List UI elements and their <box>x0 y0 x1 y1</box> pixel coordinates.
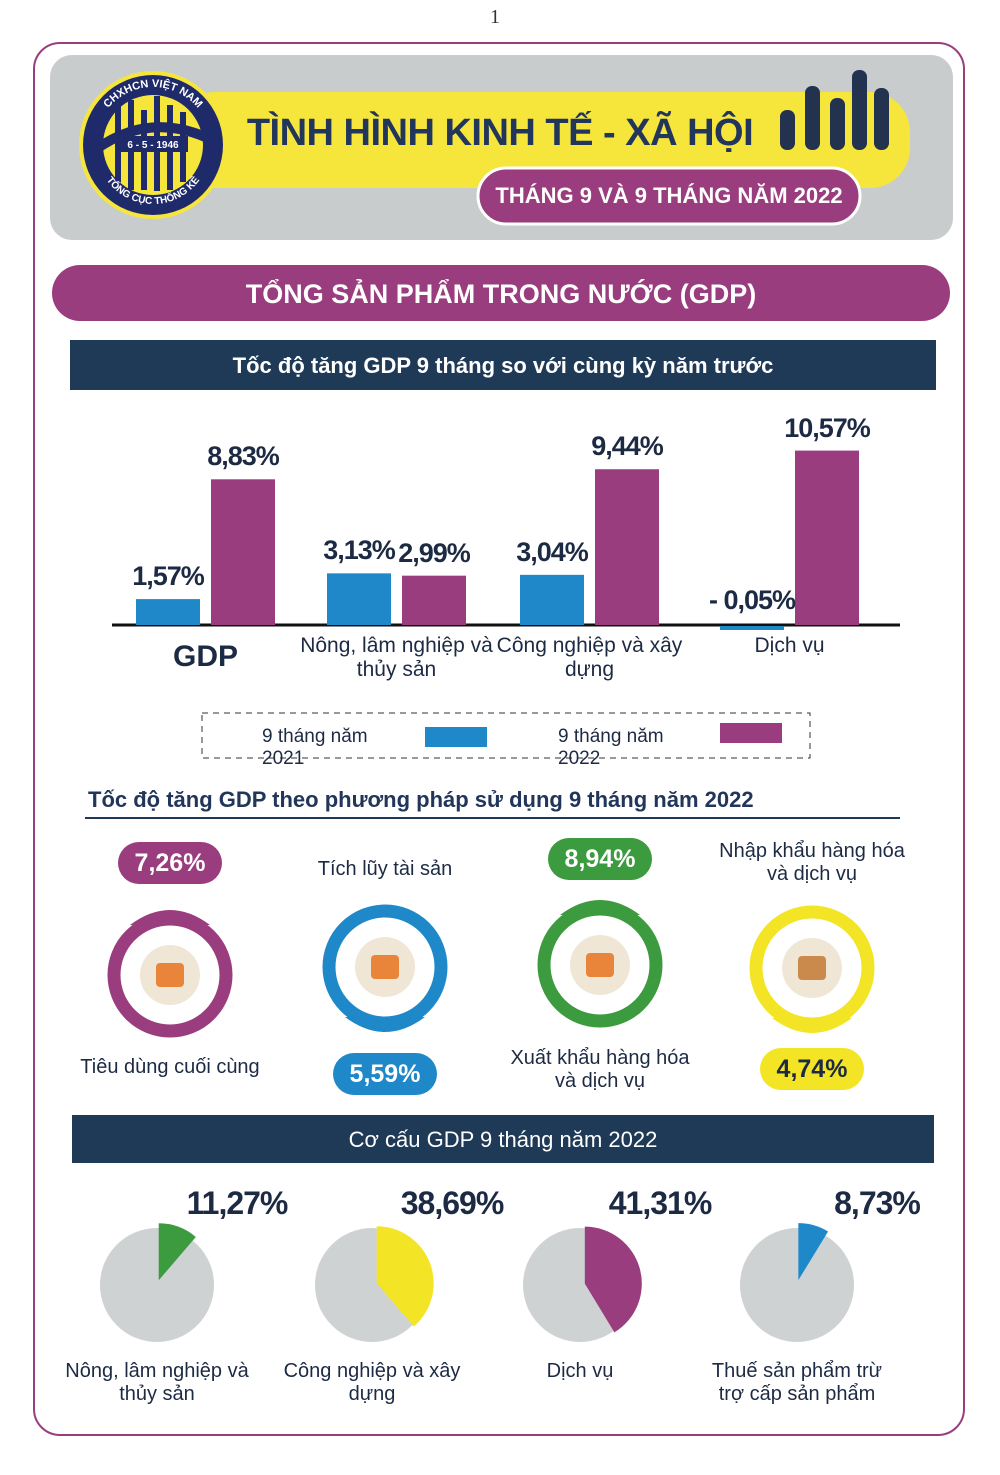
value-pill: 8,94% <box>548 838 652 880</box>
bar <box>595 469 659 625</box>
bar <box>327 573 391 625</box>
logo-date-bg <box>118 136 188 152</box>
legend-swatch <box>425 727 487 747</box>
category-label: Dịch vụ <box>754 634 825 657</box>
bar <box>136 599 200 625</box>
value-pill: 7,26% <box>118 842 222 884</box>
indicator-label: Tiêu dùng cuối cùng <box>80 1056 260 1078</box>
title: TÌNH HÌNH KINH TẾ - XÃ HỘI <box>246 112 754 154</box>
value-label: 8,83% <box>207 441 280 472</box>
category-label: Nông, lâm nghiệp và thủy sản <box>300 634 493 682</box>
value-label: 10,57% <box>784 412 871 443</box>
bar <box>720 626 784 630</box>
icon <box>586 953 614 977</box>
value-pill: 5,59% <box>333 1053 437 1095</box>
pie-slice <box>798 1223 829 1281</box>
header-band <box>175 92 910 188</box>
indicator-label: Tích lũy tài sản <box>317 858 453 880</box>
indicator-label: Xuất khẩu hàng hóa và dịch vụ <box>510 1047 690 1092</box>
subtitle-pill <box>476 166 862 226</box>
indicator-label: Nhập khẩu hàng hóa và dịch vụ <box>719 840 905 885</box>
bar <box>211 479 275 625</box>
pie-slice <box>158 1223 196 1281</box>
chart-band <box>70 340 936 390</box>
value-label: 3,04% <box>516 536 589 567</box>
category-label: GDP <box>172 640 238 673</box>
logo-date: 6 - 5 - 1946 <box>127 140 179 151</box>
value-label: 2,99% <box>398 537 471 568</box>
chart-title: Tốc độ tăng GDP theo phương pháp sử dụng… <box>88 787 754 812</box>
subtitle: THÁNG 9 VÀ 9 THÁNG NĂM 2022 <box>495 183 843 208</box>
bar <box>520 574 584 625</box>
bar-icon <box>780 70 889 150</box>
pie-base <box>100 1228 214 1342</box>
legend-label: 9 tháng năm 2022 <box>558 726 664 769</box>
pie-slice <box>584 1226 642 1333</box>
pie-base <box>740 1228 854 1342</box>
value-label: - 0,05% <box>708 585 796 615</box>
pie-slice <box>376 1226 434 1327</box>
chart-band <box>72 1115 934 1163</box>
page-border <box>33 42 965 1436</box>
value-label: 8,73% <box>834 1185 921 1221</box>
section-pill <box>52 265 950 321</box>
value-label: 3,13% <box>323 535 396 566</box>
category-label: Công nghiệp và xây dựng <box>496 634 683 682</box>
section-title: TỔNG SẢN PHẨM TRONG NƯỚC (GDP) <box>245 279 757 309</box>
bar <box>795 450 859 625</box>
value-label: 1,57% <box>132 561 205 592</box>
legend-label: 9 tháng năm 2021 <box>262 726 368 769</box>
chart-title: Tốc độ tăng GDP 9 tháng so với cùng kỳ n… <box>232 353 774 378</box>
bar <box>402 575 466 625</box>
value-label: 41,31% <box>608 1185 713 1221</box>
icon <box>156 963 184 987</box>
icon <box>798 956 826 980</box>
pie-label: Nông, lâm nghiệp và thủy sản <box>65 1360 249 1405</box>
icon <box>371 955 399 979</box>
pie-label: Thuế sản phẩm trừ trợ cấp sản phẩm <box>711 1360 883 1405</box>
legend-box <box>201 712 811 759</box>
value-label: 38,69% <box>400 1185 505 1221</box>
pie-label: Dịch vụ <box>546 1360 614 1382</box>
value-pill: 4,74% <box>760 1048 864 1090</box>
page-number: 1 <box>490 6 500 28</box>
value-label: 9,44% <box>591 431 664 462</box>
value-label: 11,27% <box>186 1185 289 1221</box>
pie-label: Công nghiệp và xây dựng <box>283 1360 461 1405</box>
legend-swatch <box>720 723 782 743</box>
chart-title: Cơ cấu GDP 9 tháng năm 2022 <box>348 1127 658 1152</box>
